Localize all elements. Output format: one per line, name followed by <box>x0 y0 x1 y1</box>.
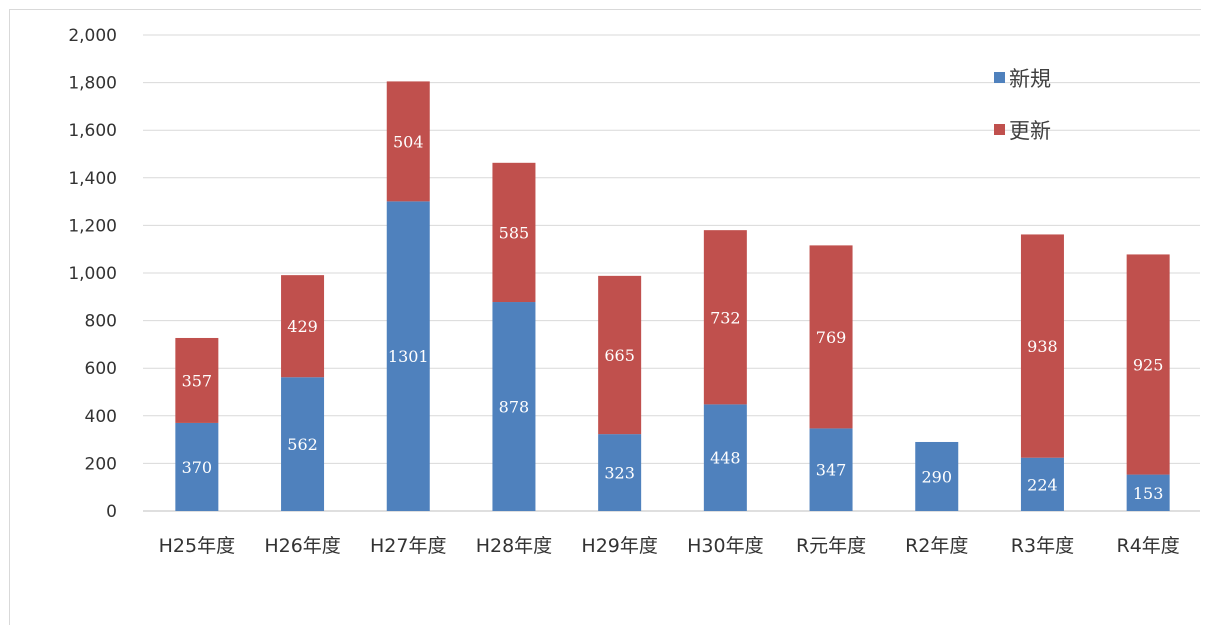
bar-segment-shinki <box>175 422 219 511</box>
y-tick-label: 800 <box>85 312 117 332</box>
legend-swatch <box>994 72 1005 83</box>
data-label: 938 <box>1027 337 1058 356</box>
bar-segment-shinki <box>598 434 642 511</box>
data-label: 224 <box>1027 475 1058 494</box>
data-label: 347 <box>816 461 847 480</box>
data-label: 290 <box>921 467 952 486</box>
data-label: 153 <box>1133 484 1164 503</box>
legend-swatch <box>994 124 1005 135</box>
y-tick-label: 1,400 <box>68 169 117 189</box>
data-label: 429 <box>287 317 318 336</box>
bar-segment-koushin <box>703 230 747 405</box>
data-label: 878 <box>499 398 530 417</box>
x-tick-label: H30年度 <box>687 535 763 557</box>
y-tick-label: 600 <box>85 359 117 379</box>
x-tick-label: H26年度 <box>264 535 340 557</box>
bar-segment-koushin <box>1126 254 1170 475</box>
bar-segment-shinki <box>915 441 959 511</box>
legend-label: 更新 <box>1009 119 1051 143</box>
bar-segment-shinki <box>1126 474 1170 511</box>
y-tick-label: 0 <box>106 502 117 522</box>
bar-segment-shinki <box>703 404 747 511</box>
data-label: 504 <box>393 132 424 151</box>
data-label: 370 <box>182 458 213 477</box>
bar-segment-shinki <box>1020 457 1064 511</box>
data-label: 925 <box>1133 356 1164 375</box>
bar-segment-shinki <box>281 377 325 511</box>
bar-segment-shinki <box>809 428 853 511</box>
chart-frame <box>9 9 1201 625</box>
bar-segment-shinki <box>386 201 430 511</box>
x-tick-label: R2年度 <box>905 535 968 557</box>
data-label: 732 <box>710 308 741 327</box>
bar-segment-koushin <box>175 337 219 423</box>
x-tick-label: R4年度 <box>1117 535 1180 557</box>
x-tick-label: R3年度 <box>1011 535 1074 557</box>
bar-segment-koushin <box>809 245 853 429</box>
y-tick-label: 200 <box>85 454 117 474</box>
y-tick-label: 1,200 <box>68 216 117 236</box>
x-tick-label: H27年度 <box>370 535 446 557</box>
data-label: 585 <box>499 223 530 242</box>
data-label: 769 <box>816 328 847 347</box>
data-label: 562 <box>287 435 318 454</box>
x-tick-label: H28年度 <box>476 535 552 557</box>
bar-segment-koushin <box>281 275 325 378</box>
data-label: 357 <box>182 371 213 390</box>
y-tick-label: 1,800 <box>68 74 117 94</box>
bar-segment-shinki <box>492 302 536 511</box>
x-tick-label: H29年度 <box>581 535 657 557</box>
data-label: 323 <box>604 464 635 483</box>
bar-segment-koushin <box>492 162 536 303</box>
legend-label: 新規 <box>1009 67 1051 91</box>
y-tick-label: 400 <box>85 407 117 427</box>
y-tick-label: 1,600 <box>68 121 117 141</box>
y-tick-label: 1,000 <box>68 264 117 284</box>
data-label: 1301 <box>388 347 429 366</box>
x-tick-label: R元年度 <box>796 535 866 557</box>
data-label: 448 <box>710 449 741 468</box>
bar-segment-koushin <box>386 81 430 202</box>
x-tick-label: H25年度 <box>159 535 235 557</box>
y-tick-label: 2,000 <box>68 26 117 46</box>
bar-segment-koushin <box>598 275 642 435</box>
bar-segment-koushin <box>1020 234 1064 458</box>
data-label: 665 <box>604 346 635 365</box>
